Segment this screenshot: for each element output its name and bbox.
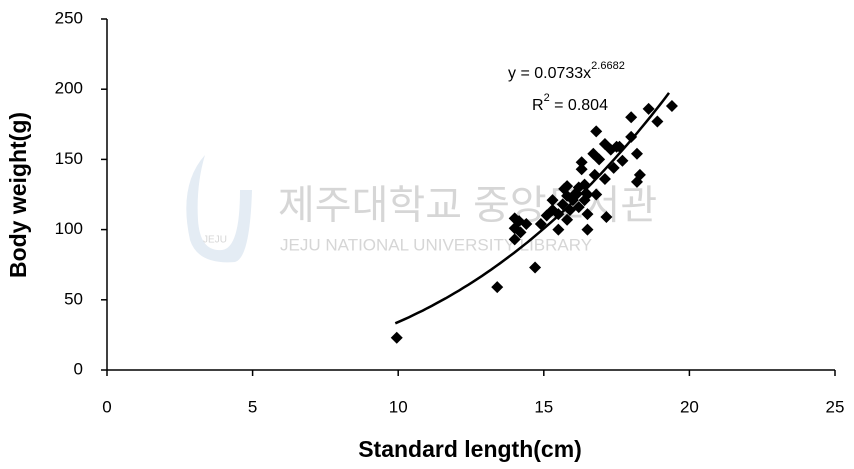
- watermark-subtitle: JEJU NATIONAL UNIVERSITY LIBRARY: [280, 235, 592, 254]
- watermark-logo: [186, 155, 252, 263]
- y-axis-title: Body weight(g): [5, 112, 31, 278]
- y-tick-label: 50: [64, 289, 83, 308]
- x-tick-label: 15: [534, 397, 553, 416]
- point: [613, 140, 626, 153]
- r2-sup: 2: [544, 92, 550, 104]
- point: [600, 210, 613, 223]
- point: [630, 175, 643, 188]
- r2-text: R: [532, 97, 544, 114]
- point: [651, 115, 664, 128]
- point: [556, 198, 569, 211]
- x-tick-label: 10: [389, 397, 408, 416]
- x-tick-label: 20: [680, 397, 699, 416]
- x-axis-title: Standard length(cm): [358, 436, 582, 462]
- point: [552, 208, 565, 221]
- point: [578, 178, 591, 191]
- point: [491, 281, 504, 294]
- point: [642, 102, 655, 115]
- r2-label: R2 = 0.804: [532, 92, 608, 114]
- point: [561, 180, 574, 193]
- point: [520, 217, 533, 230]
- point: [534, 217, 547, 230]
- point: [581, 208, 594, 221]
- y-tick-label: 0: [74, 359, 83, 378]
- point: [390, 331, 403, 344]
- point: [590, 125, 603, 138]
- point: [581, 188, 594, 201]
- point: [540, 209, 553, 222]
- point: [561, 213, 574, 226]
- y-tick-label: 100: [55, 219, 83, 238]
- point: [552, 223, 565, 236]
- point: [590, 188, 603, 201]
- x-tick-label: 0: [102, 397, 111, 416]
- watermark-title: 제주대학교 중앙도서관: [278, 184, 657, 228]
- point: [625, 130, 638, 143]
- point: [581, 223, 594, 236]
- equation-label: y = 0.0733x2.6682: [508, 60, 625, 82]
- point: [625, 111, 638, 124]
- point: [598, 173, 611, 186]
- point: [529, 261, 542, 274]
- point: [508, 233, 521, 246]
- equation-text: y = 0.0733x: [508, 65, 591, 82]
- trendline: [394, 92, 670, 325]
- point: [616, 154, 629, 167]
- watermark: JEJU 제주대학교 중앙도서관 JEJU NATIONAL UNIVERSIT…: [186, 155, 657, 263]
- x-tick-label: 5: [248, 397, 257, 416]
- point: [572, 201, 585, 214]
- point: [575, 156, 588, 169]
- point: [630, 147, 643, 160]
- y-tick-label: 200: [55, 79, 83, 98]
- point: [665, 100, 678, 113]
- x-tick-label: 25: [826, 397, 845, 416]
- equation-exponent: 2.6682: [591, 60, 625, 72]
- point: [607, 161, 620, 174]
- r2-value: = 0.804: [550, 97, 608, 114]
- point: [588, 168, 601, 181]
- point: [514, 226, 527, 239]
- watermark-logo-text: JEJU: [203, 235, 227, 246]
- point: [587, 147, 600, 160]
- y-tick-label: 250: [55, 8, 83, 27]
- point: [546, 194, 559, 207]
- point: [575, 163, 588, 176]
- y-tick-label: 150: [55, 149, 83, 168]
